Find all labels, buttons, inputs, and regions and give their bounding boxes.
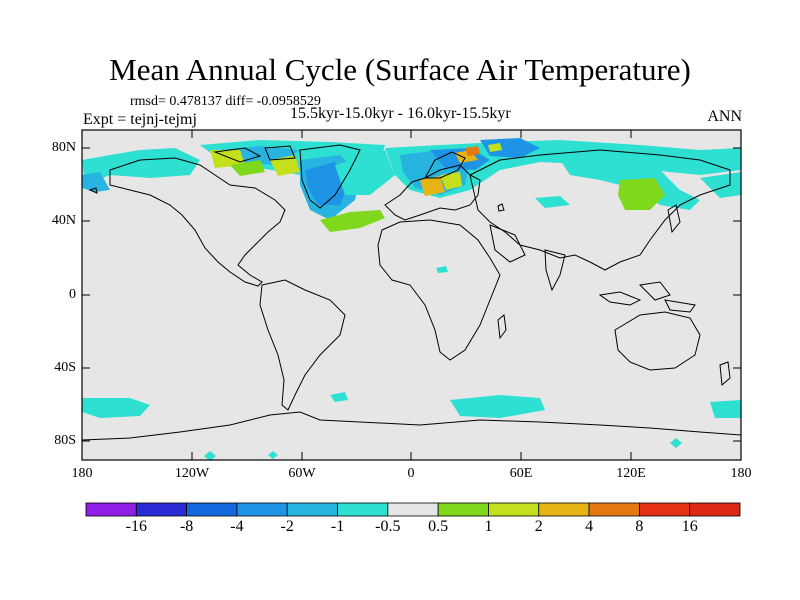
y-tick-label: 40S	[54, 360, 76, 375]
x-tick-label: 60W	[288, 466, 316, 481]
x-tick-label: 60E	[509, 466, 533, 481]
colorbar-box	[689, 502, 741, 517]
y-tick-label: 80N	[51, 140, 76, 155]
colorbar-label: 4	[585, 518, 594, 535]
colorbar-label: 8	[635, 518, 644, 535]
colorbar-box	[638, 502, 691, 517]
colorbar-label: -8	[179, 518, 194, 535]
colorbar-box	[337, 502, 389, 517]
colorbar-label: -1	[330, 518, 345, 535]
experiment-label: Expt = tejnj-tejmj	[83, 111, 197, 128]
colorbar-box	[135, 502, 188, 517]
x-tick-label: 180	[730, 466, 752, 481]
map-title: Mean Annual Cycle (Surface Air Temperatu…	[109, 52, 691, 87]
x-tick-label: 0	[407, 466, 415, 481]
x-tick-label: 120W	[174, 466, 210, 481]
colorbar-box	[387, 502, 439, 517]
colorbar-box	[236, 502, 288, 517]
coastlines	[81, 144, 742, 441]
colorbar-box	[437, 502, 489, 517]
x-tick-label: 180	[71, 466, 93, 481]
y-tick-label: 40N	[51, 213, 76, 228]
colorbar-label: -2	[280, 518, 294, 535]
y-tick-label: 80S	[54, 433, 76, 448]
period-label: 15.5kyr-15.0kyr - 16.0kyr-15.5kyr	[290, 105, 511, 122]
colorbar-box	[286, 502, 338, 517]
x-tick-label: 120E	[616, 466, 646, 481]
stats-text: rmsd= 0.478137 diff= -0.0958529	[130, 94, 321, 109]
season-label: ANN	[707, 108, 742, 125]
colorbar-label: -0.5	[375, 518, 401, 535]
colorbar-box	[186, 502, 238, 517]
colorbar-label: 16	[681, 518, 698, 535]
colorbar-box	[538, 502, 590, 517]
colorbar-label: -4	[230, 518, 244, 535]
axis-ticks	[82, 130, 741, 460]
colorbar-box	[488, 502, 540, 517]
colorbar-label: -16	[125, 518, 147, 535]
colorbar-label: 2	[534, 518, 543, 535]
y-tick-label: 0	[69, 287, 76, 302]
colorbar-box	[85, 502, 137, 517]
colorbar-label: 1	[484, 518, 493, 535]
colorbar-boxes	[85, 502, 741, 517]
colorbar-label: 0.5	[428, 518, 449, 535]
colorbar-box	[588, 502, 640, 517]
